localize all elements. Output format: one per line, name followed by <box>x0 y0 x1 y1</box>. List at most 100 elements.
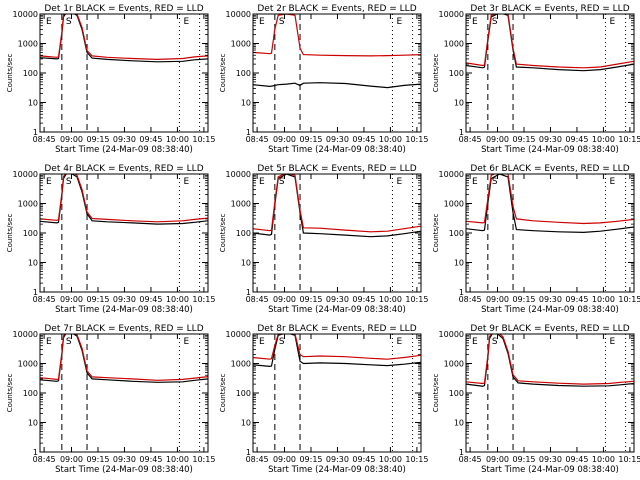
marker-label: E <box>609 177 615 187</box>
x-tick-label: 09:15 <box>86 455 109 464</box>
y-tick-label: 10 <box>241 259 251 268</box>
chart-panel: E S E 1 10 100 1000 10000 08:45 09:00 09:15 09:30 09… <box>6 4 215 155</box>
x-tick-label: 09:45 <box>565 455 588 464</box>
chart-panel: E S E 1 10 100 1000 10000 08:45 09:00 09:15 09:30 09… <box>6 164 215 315</box>
x-axis-label: Start Time (24-Mar-09 08:38:40) <box>481 465 619 475</box>
x-tick-label: 10:15 <box>192 295 215 304</box>
x-axis-label: Start Time (24-Mar-09 08:38:40) <box>55 465 193 475</box>
x-tick-label: 09:30 <box>539 135 562 144</box>
y-tick-label: 100 <box>23 229 38 238</box>
x-tick-label: 09:00 <box>486 295 509 304</box>
x-tick-label: 09:00 <box>486 135 509 144</box>
x-tick-label: 10:00 <box>166 135 189 144</box>
x-tick-label: 10:15 <box>618 295 640 304</box>
chart-title: Det 3r BLACK = Events, RED = LLD <box>470 4 629 14</box>
marker-label: E <box>46 17 52 27</box>
x-tick-label: 08:45 <box>33 455 56 464</box>
chart-title: Det 6r BLACK = Events, RED = LLD <box>470 164 629 174</box>
x-tick-label: 08:45 <box>246 455 269 464</box>
x-tick-label: 09:30 <box>113 295 136 304</box>
y-tick-label: 100 <box>236 69 251 78</box>
y-tick-label: 1000 <box>231 360 251 369</box>
series-line-lld <box>253 174 421 233</box>
plot-frame <box>252 333 422 453</box>
x-tick-label: 09:45 <box>565 295 588 304</box>
x-tick-label: 09:45 <box>352 455 375 464</box>
y-tick-label: 100 <box>449 389 464 398</box>
x-tick-label: 10:00 <box>592 455 615 464</box>
y-tick-label: 1000 <box>444 40 464 49</box>
x-tick-label: 08:45 <box>246 295 269 304</box>
x-tick-label: 09:45 <box>139 295 162 304</box>
y-tick-label: 10000 <box>439 10 464 19</box>
marker-label: S <box>66 337 72 347</box>
y-tick-label: 10 <box>28 259 38 268</box>
chart-title: Det 2r BLACK = Events, RED = LLD <box>257 4 416 14</box>
y-tick-label: 100 <box>236 229 251 238</box>
y-tick-label: 100 <box>23 389 38 398</box>
series-line-lld <box>253 14 421 57</box>
chart-panel: E S E 1 10 100 1000 10000 08:45 09:00 09:15 09:30 09… <box>432 164 640 315</box>
x-tick-label: 10:15 <box>192 135 215 144</box>
marker-label: S <box>279 337 285 347</box>
marker-label: E <box>472 337 478 347</box>
x-tick-label: 09:15 <box>86 295 109 304</box>
marker-label: E <box>396 337 402 347</box>
x-tick-label: 10:00 <box>592 295 615 304</box>
x-tick-label: 09:30 <box>539 455 562 464</box>
chart-title: Det 5r BLACK = Events, RED = LLD <box>257 164 416 174</box>
y-tick-label: 10 <box>454 99 464 108</box>
y-tick-label: 10 <box>241 419 251 428</box>
y-tick-label: 10000 <box>439 330 464 339</box>
x-tick-label: 09:30 <box>326 135 349 144</box>
y-tick-label: 1 <box>246 448 251 457</box>
series-line-lld <box>466 14 634 69</box>
marker-label: S <box>279 177 285 187</box>
marker-label: S <box>66 177 72 187</box>
marker-label: S <box>492 337 498 347</box>
series-line-lld <box>40 14 208 61</box>
x-tick-label: 09:00 <box>486 455 509 464</box>
x-tick-label: 09:15 <box>299 295 322 304</box>
chart-panel: E S E 1 10 100 1000 10000 08:45 09:00 09:15 09:30 09… <box>432 324 640 475</box>
y-tick-label: 1000 <box>444 360 464 369</box>
x-tick-label: 08:45 <box>246 135 269 144</box>
x-tick-label: 10:00 <box>166 455 189 464</box>
y-axis-label: Counts/sec <box>6 214 14 253</box>
y-tick-label: 10 <box>454 419 464 428</box>
y-axis-label: Counts/sec <box>432 374 440 413</box>
marker-label: E <box>183 177 189 187</box>
x-tick-label: 09:30 <box>326 455 349 464</box>
chart-panel: E S E 1 10 100 1000 10000 08:45 09:00 09:15 09:30 09… <box>219 324 428 475</box>
x-axis-label: Start Time (24-Mar-09 08:38:40) <box>481 145 619 155</box>
x-tick-label: 10:00 <box>166 295 189 304</box>
y-axis-label: Counts/sec <box>6 374 14 413</box>
marker-label: E <box>259 17 265 27</box>
x-tick-label: 10:00 <box>592 135 615 144</box>
y-tick-label: 10000 <box>226 170 251 179</box>
x-tick-label: 09:00 <box>60 455 83 464</box>
y-tick-label: 10000 <box>13 10 38 19</box>
x-tick-label: 09:30 <box>113 135 136 144</box>
x-tick-label: 08:45 <box>33 295 56 304</box>
chart-panel: E S E 1 10 100 1000 10000 08:45 09:00 09:15 09:30 09… <box>432 4 640 155</box>
x-tick-label: 08:45 <box>33 135 56 144</box>
x-axis-label: Start Time (24-Mar-09 08:38:40) <box>55 145 193 155</box>
y-tick-label: 1 <box>459 128 464 137</box>
x-tick-label: 09:00 <box>60 295 83 304</box>
marker-label: E <box>396 177 402 187</box>
x-tick-label: 10:15 <box>405 135 428 144</box>
y-tick-label: 1 <box>246 288 251 297</box>
x-tick-label: 09:15 <box>299 455 322 464</box>
marker-label: S <box>66 17 72 27</box>
series-line-lld <box>40 334 208 381</box>
y-tick-label: 10000 <box>13 170 38 179</box>
x-tick-label: 10:15 <box>405 455 428 464</box>
marker-label: E <box>259 337 265 347</box>
x-tick-label: 10:15 <box>405 295 428 304</box>
y-tick-label: 1000 <box>444 200 464 209</box>
marker-label: E <box>259 177 265 187</box>
y-tick-label: 10 <box>28 99 38 108</box>
chart-title: Det 4r BLACK = Events, RED = LLD <box>44 164 203 174</box>
series-line-events <box>253 334 421 368</box>
